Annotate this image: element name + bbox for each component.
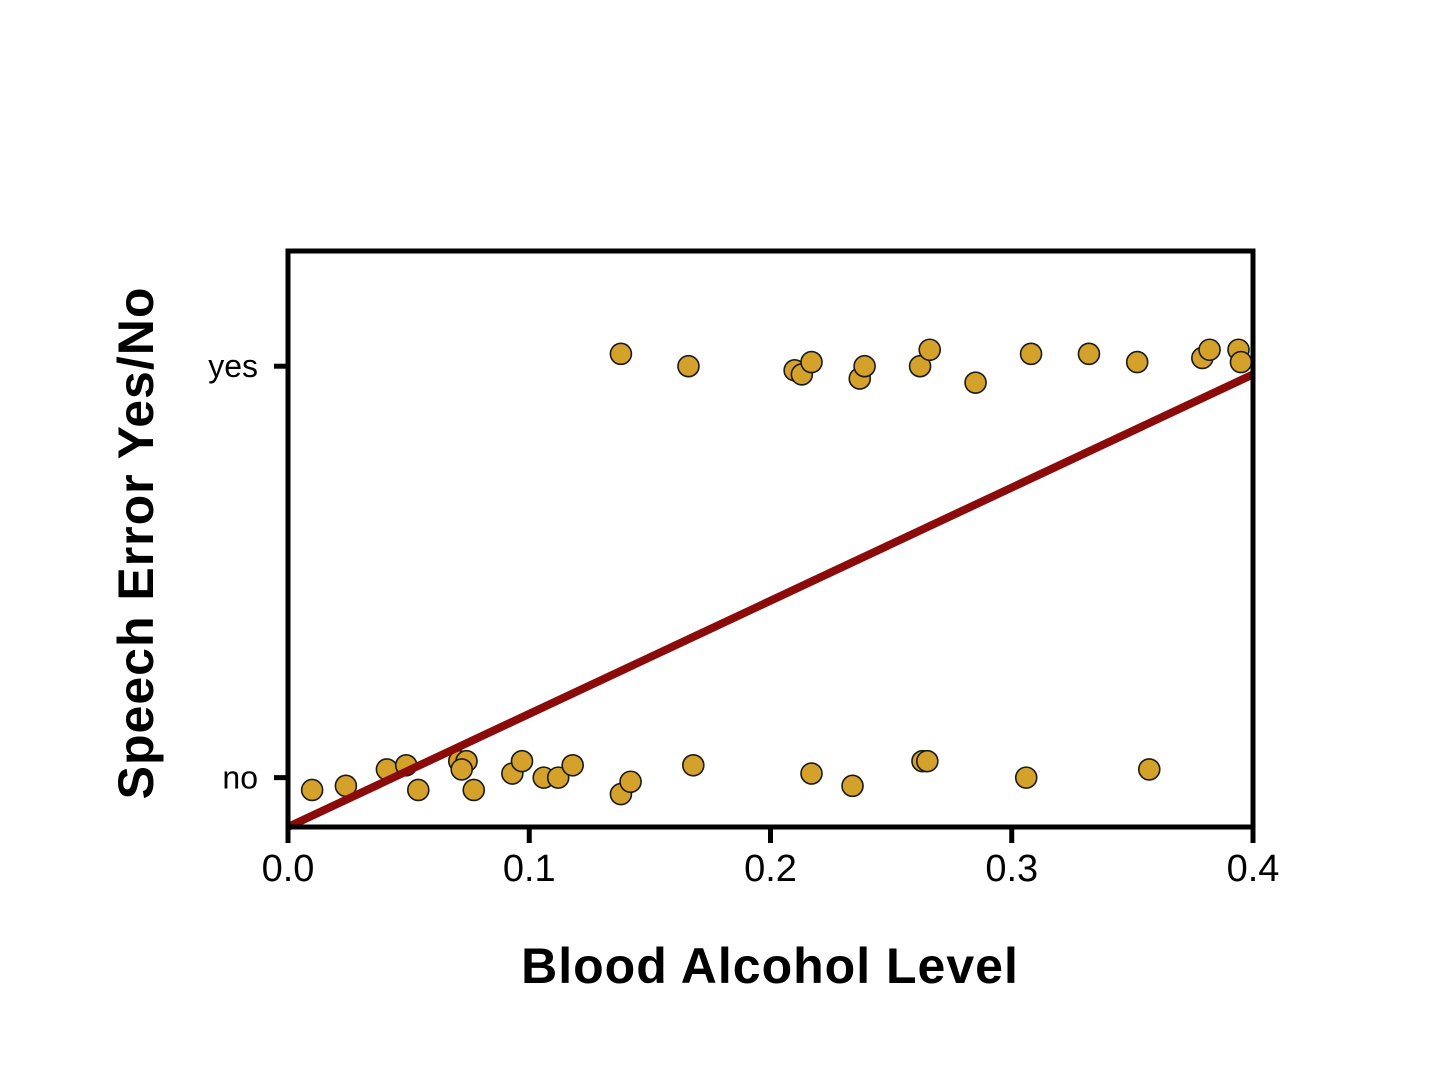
y-tick-label-yes: yes [208, 348, 258, 384]
scatter-points [300, 338, 1253, 806]
data-point [908, 354, 932, 378]
y-axis-title: Speech Error Yes/No [108, 287, 164, 800]
data-point [1019, 342, 1043, 366]
fit-line-layer [286, 370, 1255, 831]
data-point [1077, 342, 1101, 366]
data-point [561, 753, 584, 777]
data-point [510, 749, 534, 773]
data-point [1229, 350, 1253, 374]
x-tick-label: 0.1 [503, 848, 556, 890]
x-tick-label: 0.0 [262, 848, 315, 890]
data-point [800, 350, 823, 374]
x-tick-label: 0.3 [985, 848, 1038, 890]
data-point [1125, 350, 1149, 374]
data-point [300, 778, 324, 802]
y-axis: no yes [208, 348, 288, 796]
data-point [918, 338, 942, 362]
data-point [964, 371, 987, 394]
data-point [1014, 766, 1038, 789]
data-point [841, 774, 864, 798]
data-point [916, 749, 939, 773]
data-point [609, 342, 633, 366]
x-axis: 0.0 0.1 0.2 0.3 0.4 [262, 827, 1280, 890]
data-point [677, 354, 700, 378]
data-point [450, 758, 474, 781]
x-axis-title: Blood Alcohol Level [521, 938, 1019, 994]
data-point [1198, 338, 1221, 362]
data-point [800, 762, 823, 785]
data-point [406, 778, 430, 802]
data-point [546, 766, 570, 789]
x-tick-label: 0.4 [1227, 848, 1280, 890]
y-tick-label-no: no [222, 760, 258, 796]
data-point [853, 354, 876, 378]
x-tick-label: 0.2 [744, 848, 797, 890]
data-point [462, 778, 486, 802]
fit-line [286, 370, 1255, 831]
data-point [1137, 758, 1161, 781]
data-point [619, 770, 642, 794]
plot-frame [285, 248, 1256, 830]
data-point [681, 753, 705, 777]
